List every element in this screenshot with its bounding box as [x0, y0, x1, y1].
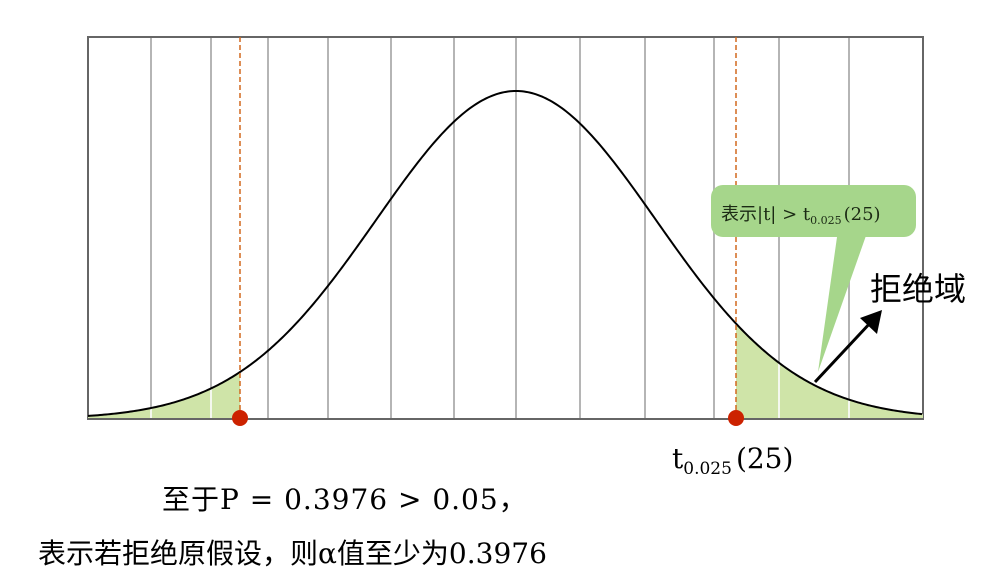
critical-point-left	[232, 410, 248, 426]
callout-text: 表示|t| > t0.025 (25)	[721, 204, 881, 227]
grid-lines-over-shade	[150, 362, 850, 419]
critical-point-right	[728, 410, 744, 426]
critical-value-label: t0.025 (25)	[672, 442, 794, 479]
p-value-statement: 至于P = 0.3976 > 0.05，	[162, 483, 528, 516]
arrow-shaft	[813, 319, 874, 384]
arrow-head	[860, 310, 882, 334]
rejection-region-label: 拒绝域	[870, 270, 967, 308]
rejection-region-right	[736, 323, 923, 419]
alpha-statement: 表示若拒绝原假设，则α值至少为0.3976	[38, 537, 547, 570]
rejection-region-left	[88, 372, 240, 419]
callout-pointer	[818, 230, 868, 372]
callout-box	[711, 185, 916, 237]
t-density-curve	[87, 89, 923, 417]
